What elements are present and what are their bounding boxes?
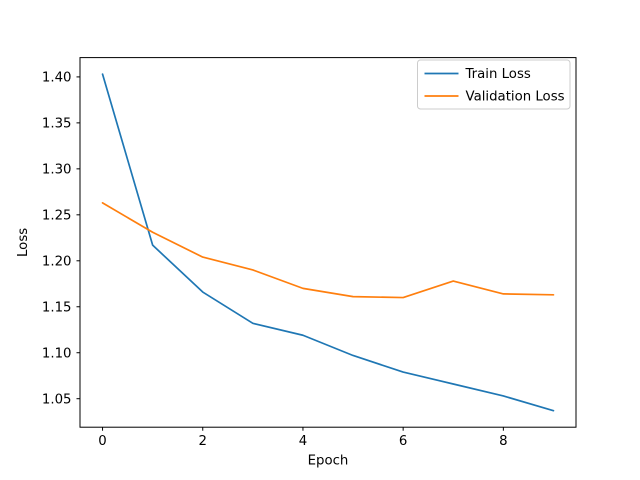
y-tick-label: 1.15 [42,300,72,315]
legend: Train Loss Validation Loss [417,59,571,110]
axes-frame [79,57,577,428]
y-axis-label: Loss [16,228,31,257]
train-loss-line [101,73,555,412]
y-tick-label: 1.25 [42,208,72,223]
y-tick-label: 1.05 [42,392,72,407]
x-tick-label: 6 [399,434,407,449]
plot-area [79,57,577,428]
x-tick-label: 8 [499,434,507,449]
y-tick-label: 1.35 [42,116,72,131]
legend-label-validation-loss: Validation Loss [466,90,565,105]
x-axis-label: Epoch [308,454,349,469]
x-tick-label: 2 [199,434,207,449]
axis-ticks: 0 2 4 6 8 1.05 1.10 1.15 1.20 1.25 1.30 1.35 1.40 [42,71,508,449]
y-tick-label: 1.40 [42,71,72,86]
validation-loss-line [101,202,555,299]
legend-label-train-loss: Train Loss [465,67,531,82]
x-tick-label: 0 [98,434,106,449]
y-tick-label: 1.30 [42,162,72,177]
y-tick-label: 1.10 [42,346,72,361]
series-lines [101,73,555,412]
y-tick-label: 1.20 [42,254,72,269]
x-tick-label: 4 [299,434,307,449]
